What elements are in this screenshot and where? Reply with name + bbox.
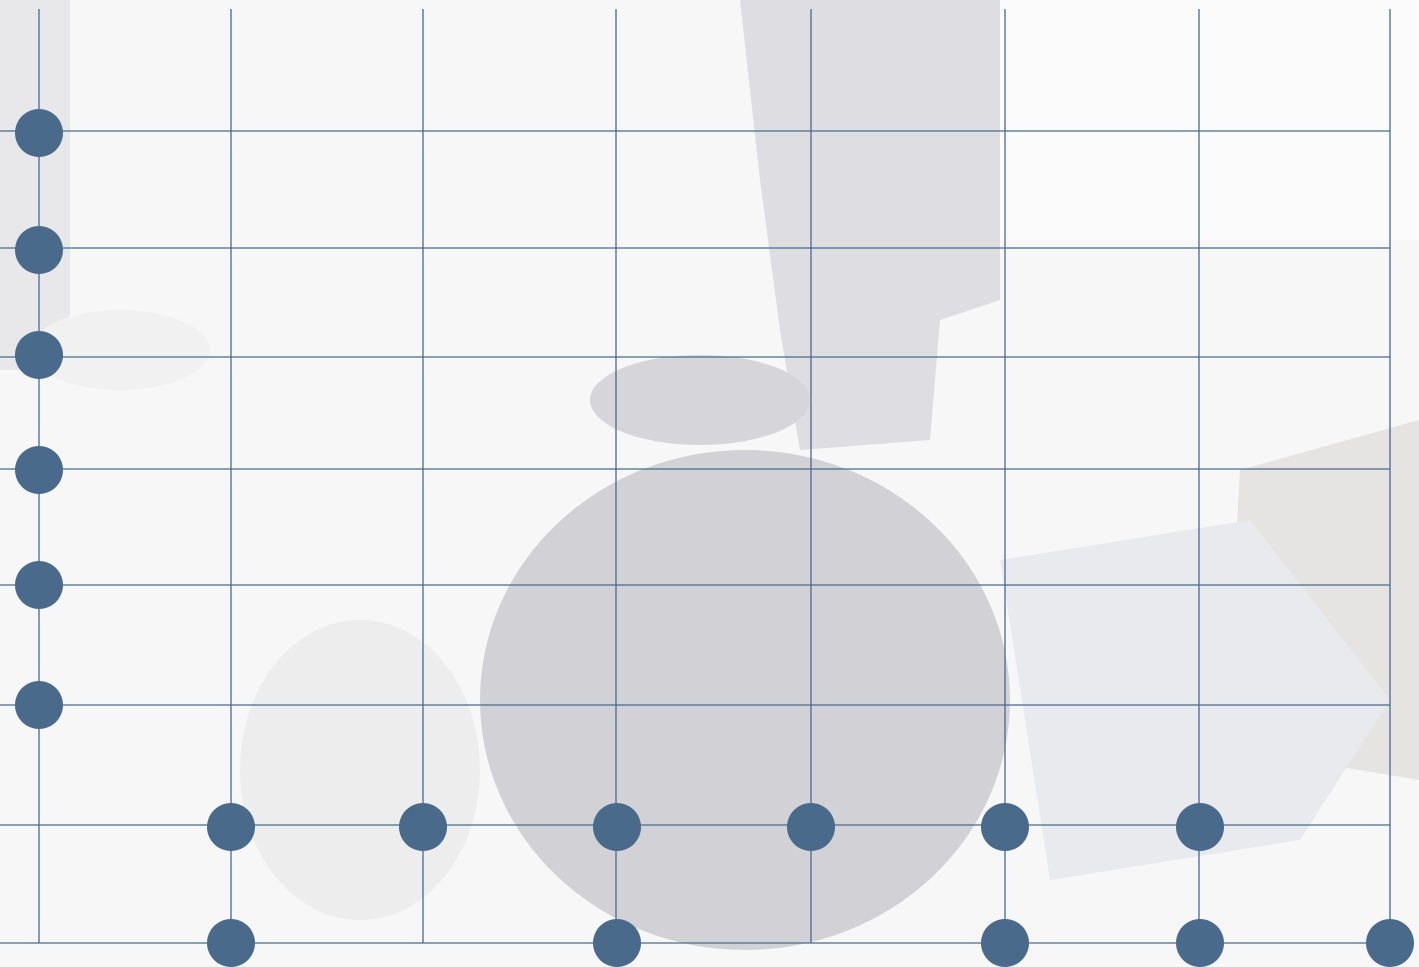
- bottom-row-node: [1366, 919, 1414, 967]
- grid-nodes: [15, 109, 1414, 967]
- middle-row-node: [981, 803, 1029, 851]
- left-column-node: [15, 109, 63, 157]
- photo-shape-foot: [590, 355, 810, 445]
- photo-shape-left-leg: [0, 0, 70, 370]
- photo-shape-jeans: [1000, 520, 1390, 880]
- photo-shape-left-shoe: [30, 310, 210, 390]
- bottom-row-node: [593, 919, 641, 967]
- left-column-node: [15, 331, 63, 379]
- left-column-node: [15, 561, 63, 609]
- middle-row-node: [593, 803, 641, 851]
- bottom-row-node: [981, 919, 1029, 967]
- bottom-row-node: [1176, 919, 1224, 967]
- grid-lines: [0, 9, 1391, 944]
- left-column-node: [15, 226, 63, 274]
- bottom-row-node: [207, 919, 255, 967]
- middle-row-node: [207, 803, 255, 851]
- middle-row-node: [787, 803, 835, 851]
- photo-shape-window: [1000, 0, 1419, 240]
- photo-shape-head: [480, 450, 1010, 950]
- photo-shape-legs: [740, 0, 1000, 450]
- middle-row-node: [399, 803, 447, 851]
- middle-row-node: [1176, 803, 1224, 851]
- left-column-node: [15, 681, 63, 729]
- left-column-node: [15, 446, 63, 494]
- photo-shape-shoulder: [240, 620, 480, 920]
